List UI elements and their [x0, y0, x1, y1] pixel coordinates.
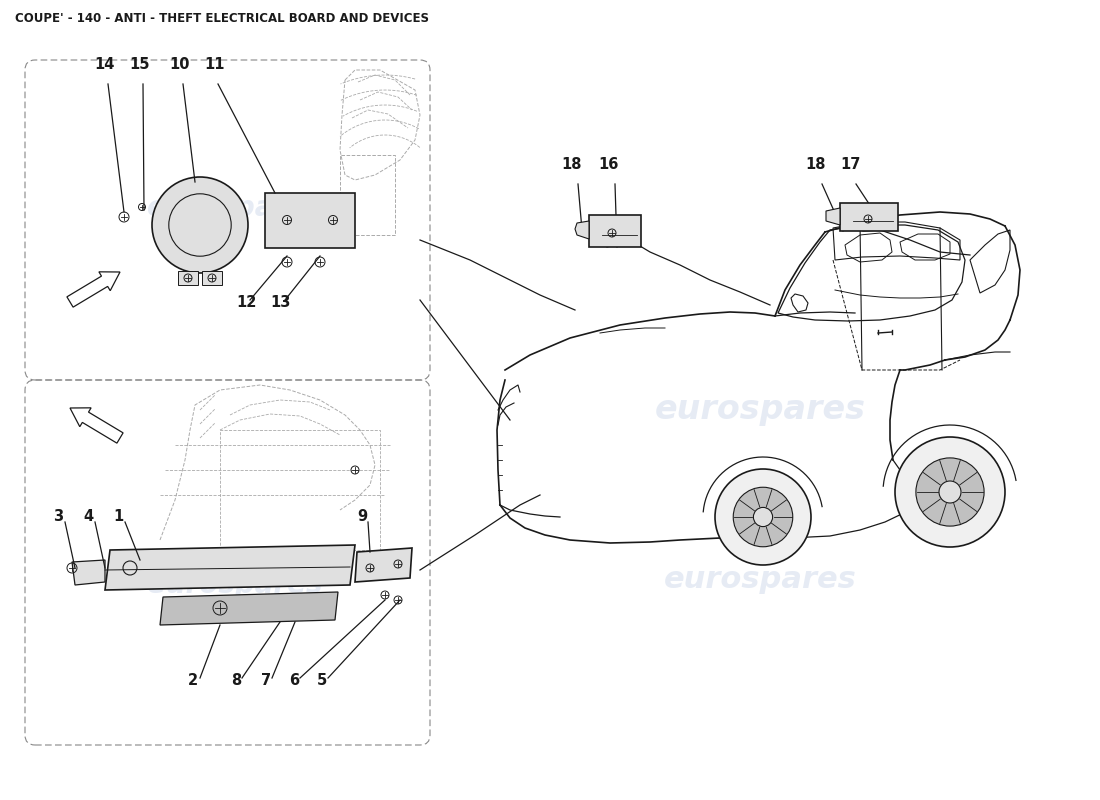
Text: 15: 15	[130, 57, 151, 72]
Polygon shape	[160, 592, 338, 625]
FancyArrow shape	[70, 408, 123, 443]
Text: 9: 9	[356, 509, 367, 524]
Text: eurospares: eurospares	[663, 566, 857, 594]
Text: eurospares: eurospares	[654, 394, 866, 426]
Text: 11: 11	[205, 57, 225, 72]
Polygon shape	[104, 545, 355, 590]
Text: 18: 18	[805, 157, 826, 172]
Text: 17: 17	[840, 157, 861, 172]
Text: 2: 2	[188, 673, 198, 688]
Text: 3: 3	[53, 509, 63, 524]
Text: 13: 13	[271, 295, 292, 310]
Text: 12: 12	[236, 295, 257, 310]
Circle shape	[939, 481, 961, 503]
Text: 6: 6	[289, 673, 299, 688]
Text: 1: 1	[113, 509, 123, 524]
FancyArrow shape	[67, 272, 120, 307]
Bar	[202, 271, 222, 285]
Text: 8: 8	[231, 673, 241, 688]
Circle shape	[895, 437, 1005, 547]
Text: COUPE' - 140 - ANTI - THEFT ELECTRICAL BOARD AND DEVICES: COUPE' - 140 - ANTI - THEFT ELECTRICAL B…	[15, 12, 429, 25]
Text: eurospares: eurospares	[147, 194, 322, 222]
Text: eurospares: eurospares	[147, 571, 322, 599]
Circle shape	[916, 458, 984, 526]
Text: 18: 18	[562, 157, 582, 172]
Text: 16: 16	[598, 157, 619, 172]
Circle shape	[152, 177, 248, 273]
Bar	[220, 430, 380, 550]
Circle shape	[715, 469, 811, 565]
Text: 4: 4	[82, 509, 94, 524]
Text: 10: 10	[169, 57, 190, 72]
Bar	[265, 193, 355, 248]
Polygon shape	[826, 208, 840, 225]
Circle shape	[754, 507, 772, 526]
Text: 14: 14	[95, 57, 116, 72]
Text: 7: 7	[261, 673, 271, 688]
Bar	[840, 203, 898, 231]
Polygon shape	[575, 221, 589, 239]
Bar	[588, 215, 641, 247]
Bar	[340, 155, 395, 235]
Circle shape	[734, 487, 793, 546]
Text: 5: 5	[317, 673, 327, 688]
Polygon shape	[355, 548, 412, 582]
Polygon shape	[72, 560, 104, 585]
Bar	[178, 271, 198, 285]
